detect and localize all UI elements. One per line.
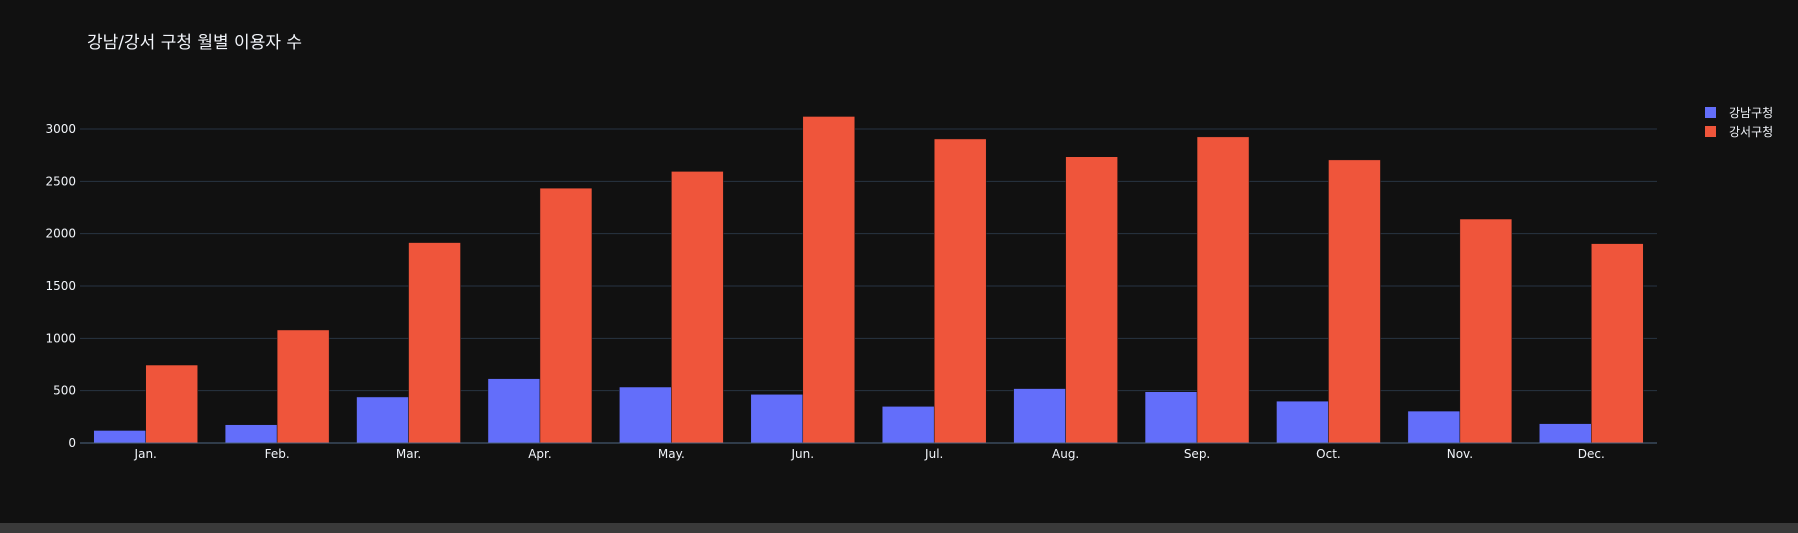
y-tick-label: 2500 bbox=[45, 174, 76, 188]
x-tick-label: Nov. bbox=[1447, 447, 1473, 461]
grid-lines bbox=[80, 128, 1657, 392]
bar-gangnam-feb bbox=[224, 424, 278, 444]
x-tick-label: Mar. bbox=[396, 447, 421, 461]
y-axis-ticks: 0 500 1000 1500 2000 2500 3000 bbox=[45, 122, 76, 450]
bar-gangseo-jun bbox=[802, 116, 856, 444]
x-tick-label: Jul. bbox=[924, 447, 943, 461]
y-tick-label: 1500 bbox=[45, 279, 76, 293]
x-tick-label: Oct. bbox=[1316, 447, 1341, 461]
bar-gangnam-jan bbox=[93, 430, 146, 444]
bar-gangseo-dec bbox=[1591, 243, 1644, 444]
bar-gangnam-apr bbox=[487, 378, 541, 444]
bar-gangnam-dec bbox=[1539, 423, 1592, 444]
x-tick-label: Dec. bbox=[1578, 447, 1605, 461]
legend-swatch bbox=[1705, 107, 1716, 118]
x-axis-ticks: Jan. Feb. Mar. Apr. May. Jun. Jul. Aug. Sep. Oct.… bbox=[134, 447, 1605, 461]
x-tick-label: May. bbox=[658, 447, 685, 461]
bar-gangnam-nov bbox=[1407, 410, 1461, 444]
bar-gangseo-oct bbox=[1328, 159, 1381, 444]
bar-gangnam-may bbox=[619, 386, 672, 444]
bar-gangseo-jan bbox=[145, 364, 198, 444]
bar-gangnam-jul bbox=[881, 406, 935, 444]
legend-label: 강서구청 bbox=[1729, 125, 1773, 139]
legend-item-gangseo[interactable]: 강서구청 bbox=[1705, 125, 1773, 139]
x-tick-label: Feb. bbox=[265, 447, 290, 461]
bar-gangseo-feb bbox=[276, 329, 330, 444]
x-tick-label: Aug. bbox=[1052, 447, 1079, 461]
y-tick-label: 0 bbox=[68, 436, 76, 450]
y-tick-label: 3000 bbox=[45, 122, 76, 136]
chart-title: 강남/강서 구청 월별 이용자 수 bbox=[87, 33, 302, 53]
bar-gangseo-mar bbox=[408, 242, 461, 444]
bar-gangseo-may bbox=[671, 171, 724, 444]
x-tick-label: Apr. bbox=[528, 447, 551, 461]
y-tick-label: 2000 bbox=[45, 227, 76, 241]
bar-gangseo-jul bbox=[933, 138, 987, 444]
x-tick-label: Jun. bbox=[791, 447, 815, 461]
horizontal-scrollbar[interactable] bbox=[0, 523, 1798, 533]
bar-gangnam-aug bbox=[1013, 388, 1066, 444]
bar-gangnam-mar bbox=[356, 396, 409, 444]
bars bbox=[93, 116, 1644, 444]
bar-gangseo-apr bbox=[539, 187, 593, 444]
bar-gangseo-sep bbox=[1196, 136, 1250, 444]
legend-item-gangnam[interactable]: 강남구청 bbox=[1705, 106, 1773, 120]
x-tick-label: Sep. bbox=[1184, 447, 1210, 461]
bar-gangnam-oct bbox=[1276, 400, 1329, 444]
bar-gangseo-nov bbox=[1459, 218, 1513, 444]
legend-label: 강남구청 bbox=[1729, 106, 1773, 120]
y-tick-label: 500 bbox=[53, 384, 76, 398]
x-tick-label: Jan. bbox=[134, 447, 157, 461]
y-tick-label: 1000 bbox=[45, 331, 76, 345]
bar-gangnam-jun bbox=[750, 394, 804, 444]
legend-swatch bbox=[1705, 126, 1716, 137]
bar-gangseo-aug bbox=[1065, 156, 1118, 444]
bar-gangnam-sep bbox=[1144, 391, 1198, 444]
